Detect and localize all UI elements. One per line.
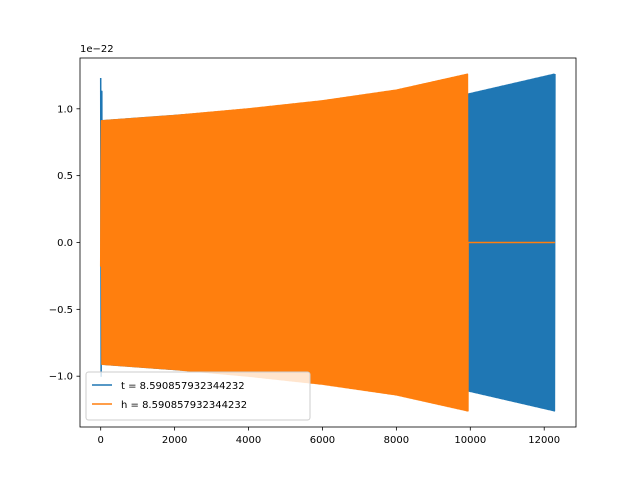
x-tick-label: 6000 bbox=[310, 435, 335, 446]
y-tick-label: 1.0 bbox=[57, 104, 73, 115]
y-tick-label: −1.0 bbox=[49, 372, 73, 383]
x-tick-label: 4000 bbox=[236, 435, 261, 446]
axes-group: 0 2000 4000 6000 8000 10000 12000 −1.0 −0.5 0.0 0.… bbox=[49, 57, 577, 446]
x-tick-label: 10000 bbox=[454, 435, 486, 446]
x-tick-label: 0 bbox=[98, 435, 104, 446]
y-tick-label: 0.5 bbox=[57, 171, 73, 182]
legend-label: h = 8.590857932344232 bbox=[121, 400, 247, 411]
y-tick-label: 0.0 bbox=[57, 238, 73, 249]
y-offset-label: 1e−22 bbox=[80, 44, 114, 55]
x-tick-label: 2000 bbox=[162, 435, 187, 446]
plot-series-group bbox=[99, 73, 556, 412]
legend-label: t = 8.590857932344232 bbox=[121, 381, 245, 392]
y-tick-label: −0.5 bbox=[49, 305, 73, 316]
legend: t = 8.590857932344232 h = 8.5908579323442… bbox=[85, 371, 311, 421]
x-tick-label: 8000 bbox=[384, 435, 409, 446]
x-tick-label: 12000 bbox=[528, 435, 560, 446]
legend-box bbox=[85, 371, 311, 421]
